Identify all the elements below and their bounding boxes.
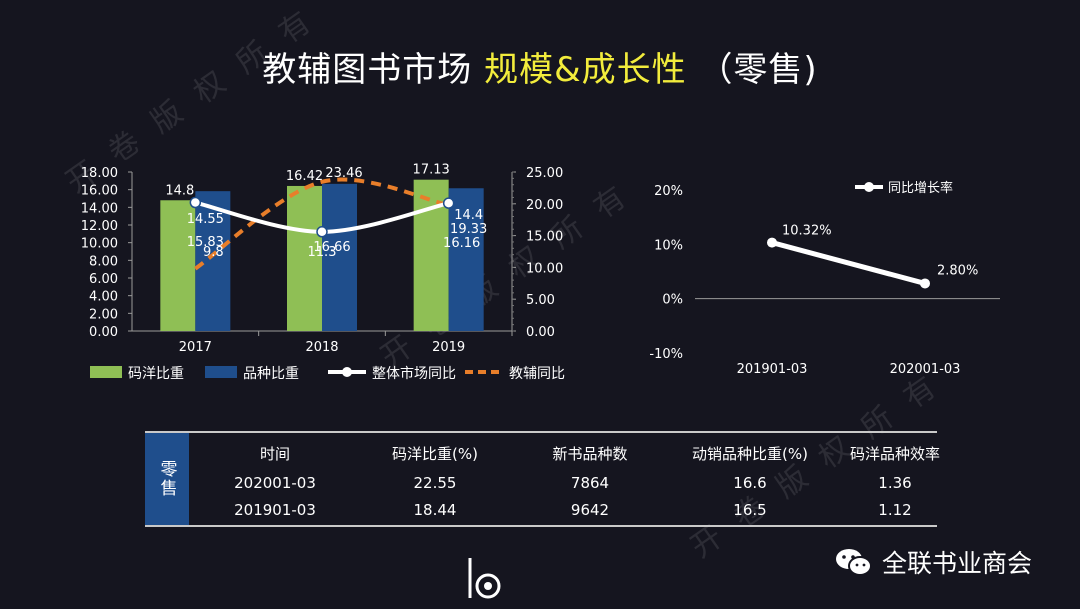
table-header: 码洋比重(%) xyxy=(392,445,478,463)
point-整体市场同比 xyxy=(442,197,455,209)
table-cell: 9642 xyxy=(570,501,610,519)
left-tick-label: 8.00 xyxy=(89,254,118,269)
table-cell: 16.6 xyxy=(733,474,767,492)
table-cell: 202001-03 xyxy=(234,474,316,492)
point-同比增长率 xyxy=(767,237,777,248)
line-label: 14.4 xyxy=(454,208,483,223)
table-cell: 16.5 xyxy=(733,501,767,519)
right-tick-label: 25.00 xyxy=(526,166,563,181)
title-highlight: 规模&成长性 xyxy=(484,50,687,90)
left-tick-label: 4.00 xyxy=(89,290,118,305)
point-label: 2.80% xyxy=(937,263,978,278)
table-header: 时间 xyxy=(259,445,290,463)
x-tick-label: 2018 xyxy=(305,340,338,355)
legend-label: 码洋比重 xyxy=(128,366,184,382)
left-tick-label: 16.00 xyxy=(81,184,118,199)
table-cell: 7864 xyxy=(570,474,610,492)
left-tick-label: 0.00 xyxy=(89,325,118,340)
y-tick-label: 10% xyxy=(654,238,683,253)
brand-name: 全联书业商会 xyxy=(882,549,1033,578)
left-tick-label: 18.00 xyxy=(81,166,118,181)
right-tick-label: 20.00 xyxy=(526,198,563,213)
point-label: 10.32% xyxy=(782,224,832,239)
left-tick-label: 14.00 xyxy=(81,201,118,216)
point-同比增长率 xyxy=(920,278,930,289)
y-tick-label: 20% xyxy=(654,184,683,199)
y-tick-label: 0% xyxy=(662,293,683,308)
line-教辅同比 xyxy=(194,177,450,271)
table-side-label: 零售 xyxy=(145,433,189,525)
x-tick-label: 2017 xyxy=(179,340,212,355)
title-suffix: （零售) xyxy=(698,50,818,90)
left-tick-label: 2.00 xyxy=(89,307,118,322)
bar-label: 17.13 xyxy=(413,163,450,178)
page-title: 教辅图书市场 规模&成长性 （零售) xyxy=(0,42,1080,91)
legend-label: 教辅同比 xyxy=(509,366,565,382)
legend-marker xyxy=(864,182,874,192)
line-label: 14.55 xyxy=(187,212,224,227)
bar-品种比重 xyxy=(195,191,231,331)
right-tick-label: 15.00 xyxy=(526,230,563,245)
legend-marker xyxy=(342,367,352,377)
line-label: 19.33 xyxy=(450,222,487,237)
bar-label: 14.8 xyxy=(165,183,194,198)
title-main: 教辅图书市场 xyxy=(262,50,473,90)
right-tick-label: 10.00 xyxy=(526,261,563,276)
kaijuan-logo xyxy=(468,558,501,599)
left-tick-label: 10.00 xyxy=(81,237,118,252)
line-同比增长率 xyxy=(771,240,926,286)
y-tick-label: -10% xyxy=(649,347,683,362)
x-tick-label: 202001-03 xyxy=(890,362,961,377)
point-整体市场同比 xyxy=(316,226,328,238)
x-tick-label: 201901-03 xyxy=(737,362,808,377)
line-label: 23.46 xyxy=(325,166,362,181)
legend-swatch xyxy=(90,366,122,378)
bar-码洋比重 xyxy=(160,200,196,331)
right-tick-label: 0.00 xyxy=(526,325,555,340)
retail-table: 零售 时间 码洋比重(%) 新书品种数 动销品种比重(%) 码洋品种效率 202… xyxy=(145,431,940,527)
bar-label: 16.16 xyxy=(443,236,480,251)
bar-品种比重 xyxy=(322,183,357,331)
growth-line-chart: -10% 0% 10% 20% 201901-03 202001-03 10.32% 2.80… xyxy=(649,180,1000,377)
bar-label: 16.42 xyxy=(286,169,323,184)
table-cell: 22.55 xyxy=(413,474,457,492)
legend-label: 同比增长率 xyxy=(888,180,953,196)
table-cell: 1.12 xyxy=(878,501,912,519)
line-label: 11.3 xyxy=(308,245,337,260)
right-tick-label: 5.00 xyxy=(526,293,555,308)
line-label: 9.8 xyxy=(203,245,224,260)
table-cell: 201901-03 xyxy=(234,501,316,519)
legend-label: 品种比重 xyxy=(243,366,299,382)
legend-swatch xyxy=(205,366,237,378)
bar-label: 15.83 xyxy=(187,235,224,250)
left-tick-label: 12.00 xyxy=(81,219,118,234)
table-cell: 1.36 xyxy=(878,474,912,492)
table-header: 新书品种数 xyxy=(552,445,628,463)
table-header: 动销品种比重(%) xyxy=(692,445,808,463)
wechat-icon xyxy=(836,549,872,576)
bar-码洋比重 xyxy=(287,185,322,331)
table-cell: 18.44 xyxy=(413,501,457,519)
combo-chart: 0.00 2.00 4.00 6.00 8.00 10.00 12.00 14.00 16.00… xyxy=(81,163,565,382)
legend-label: 整体市场同比 xyxy=(372,365,456,382)
bar-品种比重 xyxy=(448,188,484,331)
bar-label: 16.66 xyxy=(313,240,350,255)
point-整体市场同比 xyxy=(189,196,202,209)
table-header: 码洋品种效率 xyxy=(849,445,940,463)
brand: 全联书业商会 xyxy=(834,544,1032,580)
left-tick-label: 6.00 xyxy=(89,272,118,287)
x-tick-label: 2019 xyxy=(432,340,465,355)
